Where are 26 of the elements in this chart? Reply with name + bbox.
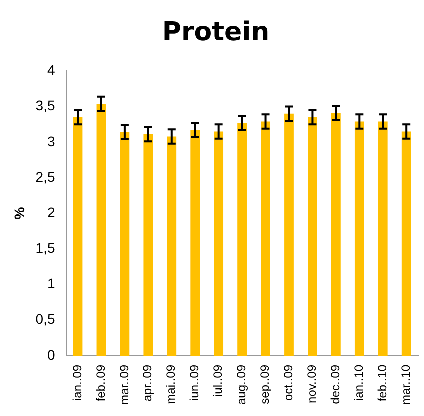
x-tick-label: mai..09 (164, 364, 178, 404)
y-tick-label: 0 (47, 346, 56, 363)
y-tick-label: 1 (47, 276, 56, 292)
x-tick-label: iul..09 (211, 364, 226, 397)
x-tick-label: ian..10 (352, 364, 366, 401)
x-tick-label: mar..09 (117, 364, 132, 405)
x-tick-label: apr..09 (140, 364, 155, 402)
x-tick-label: sep..09 (258, 364, 272, 404)
x-tick-label: oct..09 (282, 364, 296, 401)
y-tick-label: 3 (47, 133, 56, 150)
x-tick-label: nov..09 (305, 364, 320, 404)
chart-title: Protein (162, 17, 270, 48)
x-tick-label: feb..10 (375, 364, 390, 402)
y-tick-label: 0,5 (36, 311, 56, 328)
y-tick-label: 4 (47, 62, 56, 78)
x-tick-label: iun..09 (188, 364, 202, 401)
y-tick-label: 2,5 (36, 168, 56, 185)
x-tick-label: mar..10 (398, 364, 413, 405)
y-tick-label: 2 (47, 204, 56, 220)
x-tick-label: ian..09 (70, 364, 84, 401)
y-tick-label: 1,5 (36, 240, 56, 256)
x-tick-label: aug..09 (234, 364, 249, 406)
y-tick-label: 3,5 (36, 98, 56, 114)
x-tick-label: dec..09 (328, 364, 342, 404)
x-tick-label: feb..09 (94, 364, 108, 402)
y-axis-title: % (11, 206, 28, 220)
